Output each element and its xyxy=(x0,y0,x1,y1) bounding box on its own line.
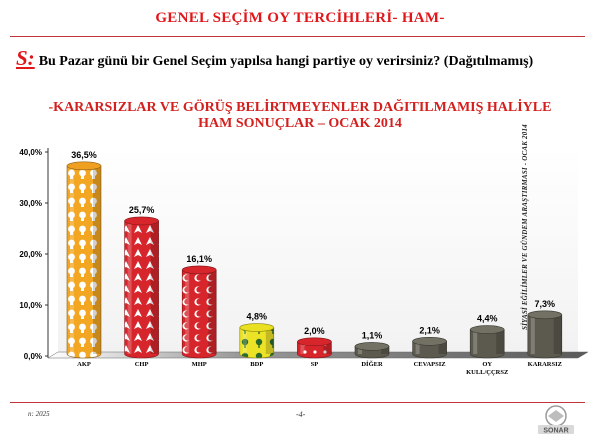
category-label: CHP xyxy=(135,361,149,368)
value-label: 4,4% xyxy=(477,314,498,324)
y-axis: 0,0% 10,0% 20,0% 30,0% 40,0% xyxy=(19,148,48,361)
y-tick-label: 20,0% xyxy=(19,250,42,259)
category-label-line: CEVAPSIZ xyxy=(414,361,446,368)
sonar-logo: SONAR xyxy=(538,405,574,435)
y-tick-label: 0,0% xyxy=(24,352,42,361)
page-title: GENEL SEÇİM OY TERCİHLERİ- HAM- xyxy=(155,10,445,26)
value-label: 25,7% xyxy=(129,205,155,215)
question-text: Bu Pazar günü bir Genel Seçim yapılsa ha… xyxy=(38,54,534,69)
y-tick-label: 10,0% xyxy=(19,301,42,310)
bar-di-ğer xyxy=(354,342,390,359)
category-label-line: MHP xyxy=(192,361,207,368)
value-label: 7,3% xyxy=(535,299,556,309)
value-labels: 36,5% 25,7% 16,1% 4,8% 2,0% 1,1% 2,1% 4,4% 7,3% xyxy=(71,150,555,341)
bar-cevapsiz xyxy=(412,336,447,359)
y-tick-label: 40,0% xyxy=(19,148,42,157)
title-divider xyxy=(10,36,585,37)
value-label: 2,0% xyxy=(304,326,325,336)
bar-chp xyxy=(124,216,159,359)
category-label: KARARSIZ xyxy=(528,361,562,368)
category-label: OY KULL/ÇÇRSZ xyxy=(466,361,508,376)
value-label: 36,5% xyxy=(71,150,97,160)
category-label: BDP xyxy=(250,361,263,368)
category-label: CEVAPSIZ xyxy=(414,361,446,368)
bar-mhp xyxy=(181,265,217,359)
bar-sp xyxy=(297,337,332,359)
category-label: MHP xyxy=(192,361,207,368)
bar-chart: 0,0% 10,0% 20,0% 30,0% 40,0% 36,5% 25,7% 16,1%… xyxy=(19,148,589,376)
category-label-line: KULL/ÇÇRSZ xyxy=(466,369,508,376)
category-label-line: KARARSIZ xyxy=(528,361,562,368)
category-label: SP xyxy=(311,361,319,368)
value-label: 1,1% xyxy=(362,330,383,340)
y-tick-label: 30,0% xyxy=(19,199,42,208)
question: S: Bu Pazar günü bir Genel Seçim yapılsa… xyxy=(16,46,533,71)
page-number: -4- xyxy=(296,410,306,419)
category-label-line: AKP xyxy=(77,361,91,368)
bar-bdp xyxy=(239,323,275,359)
bars xyxy=(66,161,563,359)
value-label: 16,1% xyxy=(186,254,212,264)
value-label: 4,8% xyxy=(247,312,268,322)
category-label: DİĞER xyxy=(361,360,383,368)
category-label-line: CHP xyxy=(135,361,149,368)
footer-divider xyxy=(10,402,585,403)
category-label-line: DİĞER xyxy=(361,360,383,368)
chart-subtitle-line-1: -KARARSIZLAR VE GÖRÜŞ BELİRTMEYENLER DAĞ… xyxy=(48,100,552,115)
chart-subtitle-line-2: HAM SONUÇLAR – OCAK 2014 xyxy=(198,116,402,131)
bar-kararsiz xyxy=(527,310,563,359)
category-label-line: BDP xyxy=(250,361,263,368)
side-note: SİYASİ EĞİLİMLER VE GÜNDEM ARAŞTIRMASI -… xyxy=(521,124,529,330)
bar-akp xyxy=(66,161,102,359)
sample-size: n: 2025 xyxy=(28,410,50,418)
bar-oy-kull-ççrsz xyxy=(469,325,505,359)
category-label-line: SP xyxy=(311,361,319,368)
category-label-line: OY xyxy=(482,361,492,368)
category-labels: AKP CHP MHP BDP SP DİĞER CEVAPSIZ OY KULL/ÇÇRSZK… xyxy=(77,360,562,376)
category-label: AKP xyxy=(77,361,91,368)
value-label: 2,1% xyxy=(419,325,440,335)
question-marker: S: xyxy=(16,46,35,70)
logo-text: SONAR xyxy=(543,428,568,435)
